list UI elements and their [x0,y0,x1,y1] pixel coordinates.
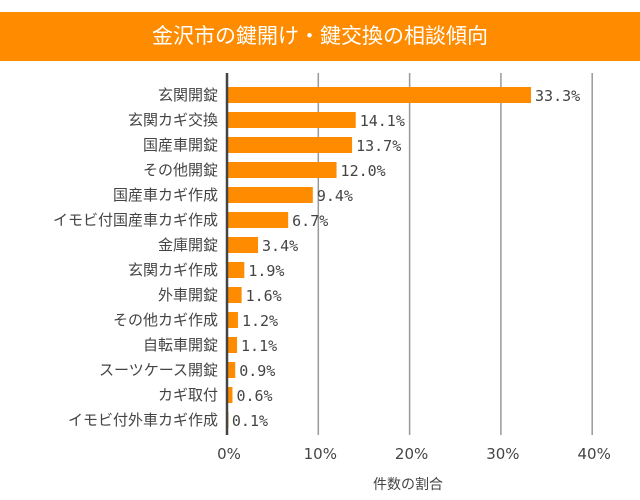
category-label: 国産車カギ作成 [113,186,218,204]
x-tick-label: 10% [304,445,337,463]
data-label: 6.7% [292,212,328,230]
category-label: 玄関カギ作成 [128,261,218,279]
category-label: 国産車開錠 [143,136,218,154]
bar [227,287,242,303]
x-axis-label: 件数の割合 [373,476,443,493]
category-label: イモビ付外車カギ作成 [68,411,218,429]
data-label: 1.6% [246,287,282,305]
bar [227,137,353,153]
data-label: 0.1% [232,412,268,430]
category-label: カギ取付 [158,386,218,404]
data-label: 1.1% [241,337,277,355]
category-label: 外車開錠 [158,286,218,304]
bar [227,112,356,128]
data-label: 3.4% [262,237,298,255]
category-label: スーツケース開錠 [99,361,218,379]
category-label: その他カギ作成 [113,311,218,329]
data-label: 12.0% [341,162,386,180]
data-label: 0.9% [239,362,275,380]
bar [227,162,337,178]
bar [227,387,233,403]
bar [227,337,238,353]
category-label: 金庫開錠 [158,236,218,254]
bar [227,187,313,203]
category-label: 玄関開錠 [158,86,218,104]
data-label: 1.9% [248,262,284,280]
data-label: 14.1% [360,112,405,130]
data-label: 33.3% [535,87,580,105]
category-label: 自転車開錠 [143,336,218,354]
data-label: 13.7% [356,137,401,155]
bar [227,237,259,253]
bar [227,87,532,103]
data-label: 0.6% [236,387,272,405]
category-label: その他開錠 [143,161,218,179]
category-label: 玄関カギ交換 [128,111,218,129]
x-tick-label: 30% [486,445,519,463]
x-tick-label: 0% [217,445,241,463]
category-label: イモビ付国産車カギ作成 [53,211,218,229]
bar [227,362,236,378]
x-tick-label: 40% [578,445,611,463]
x-tick-label: 20% [395,445,428,463]
chart-title: 金沢市の鍵開け・鍵交換の相談傾向 [0,12,640,61]
bar [227,312,238,328]
bar [227,212,289,228]
bar [227,262,245,278]
data-label: 1.2% [242,312,278,330]
data-label: 9.4% [317,187,353,205]
